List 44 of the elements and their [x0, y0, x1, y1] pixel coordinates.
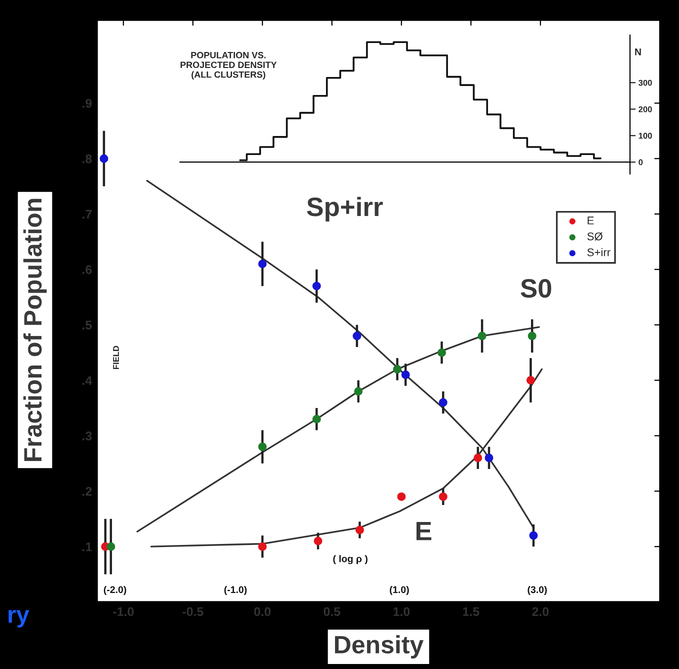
point — [352, 332, 362, 340]
text: POPULATION VS. PROJECTED DENSITY (ALL CLUSTERS) — [180, 52, 277, 80]
point — [478, 332, 486, 340]
point — [312, 282, 321, 290]
annotation: (1.0) — [390, 586, 409, 596]
point — [258, 260, 267, 268]
point — [474, 454, 482, 462]
y-tick-label: 200 — [638, 106, 652, 112]
point — [354, 387, 363, 396]
annotation: Sp+irr — [306, 196, 383, 222]
point — [397, 492, 406, 501]
point — [526, 376, 535, 385]
point — [393, 364, 402, 374]
y-tick-label: 0 — [638, 159, 643, 166]
legend-label: E — [588, 216, 594, 224]
point — [100, 154, 108, 163]
point — [258, 442, 267, 452]
point — [258, 542, 267, 551]
annotation: (3.0) — [528, 586, 547, 596]
x-axis-title: Density — [335, 635, 424, 658]
point — [484, 454, 494, 462]
y-tick-label: 300 — [638, 80, 652, 86]
point — [106, 542, 116, 551]
point — [438, 398, 448, 407]
text: ry — [8, 610, 30, 628]
y-tick-label: 100 — [638, 132, 652, 139]
legend-label: SØ — [587, 232, 602, 240]
annotation: (-1.0) — [224, 586, 247, 596]
point — [314, 536, 322, 546]
point — [528, 332, 536, 340]
y-axis-title: N — [635, 48, 641, 56]
annotation: ( log ρ ) — [333, 555, 368, 564]
legend-label: S+irr — [587, 248, 610, 256]
point — [355, 526, 364, 534]
annotation: (-2.0) — [104, 586, 126, 596]
point — [312, 414, 321, 424]
annotation: FIELD — [113, 346, 119, 370]
annotation: E — [416, 522, 432, 540]
point — [529, 531, 538, 540]
annotation: S0 — [520, 279, 552, 298]
point — [438, 492, 448, 501]
point — [401, 370, 410, 379]
y-axis-title: Fraction of Population — [23, 198, 47, 461]
point — [438, 348, 446, 357]
